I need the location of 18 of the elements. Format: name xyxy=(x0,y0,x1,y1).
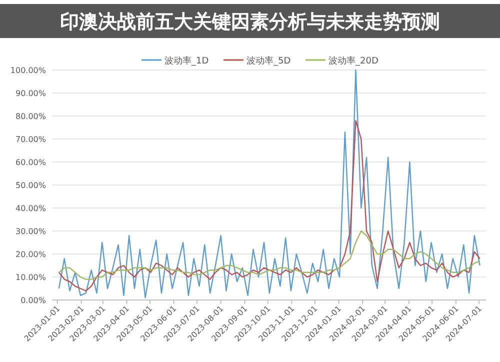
chart-title: 印澳决战前五大关键因素分析与未来走势预测 xyxy=(60,11,440,33)
y-tick-label: 90.00% xyxy=(15,89,46,98)
y-tick-label: 70.00% xyxy=(15,135,46,144)
y-tick-label: 30.00% xyxy=(15,227,46,236)
line-series xyxy=(58,69,480,298)
legend-label: 波动率_20D xyxy=(328,56,378,66)
y-tick-label: 20.00% xyxy=(15,250,46,259)
legend-label: 波动率_1D xyxy=(164,56,209,66)
y-tick-label: 60.00% xyxy=(15,158,46,167)
y-tick-label: 100.00% xyxy=(10,66,46,75)
y-tick-label: 0.00% xyxy=(20,296,46,305)
line-series xyxy=(58,230,480,280)
y-tick-label: 40.00% xyxy=(15,204,46,213)
y-tick-label: 10.00% xyxy=(15,273,46,282)
y-tick-label: 80.00% xyxy=(15,112,46,121)
legend-label: 波动率_5D xyxy=(246,56,291,66)
y-tick-label: 50.00% xyxy=(15,181,46,190)
line-series xyxy=(58,120,480,292)
